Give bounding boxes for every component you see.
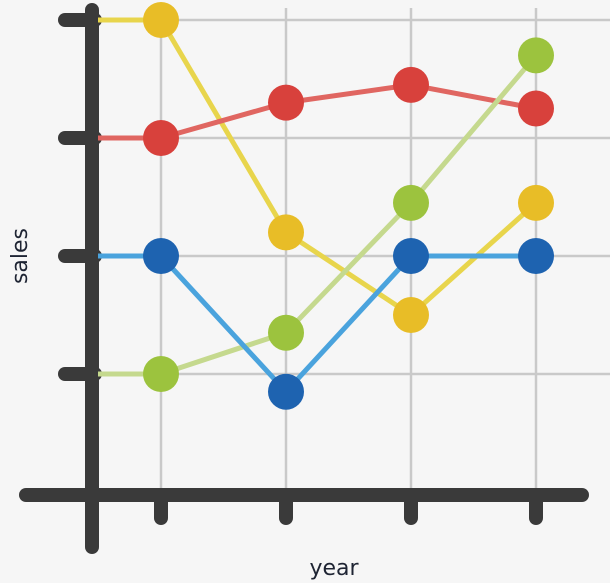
data-point [518,184,554,221]
data-point [393,238,429,274]
series-markers [143,2,554,410]
data-point [268,373,304,410]
data-point [518,37,554,74]
data-point [143,356,179,392]
data-point [268,84,304,121]
data-point [143,120,179,156]
data-point [268,314,304,351]
data-point [268,214,304,251]
data-point [393,184,429,221]
data-point [393,66,429,103]
data-point [518,90,554,127]
data-point [393,297,429,333]
data-point [143,238,179,274]
data-point [518,238,554,274]
data-point [143,2,179,38]
series-lines [98,17,538,395]
series-line-3 [98,53,538,377]
y-axis-label: sales [8,228,33,284]
axes [19,3,589,554]
series [98,2,554,410]
x-axis-label: year [309,556,359,581]
